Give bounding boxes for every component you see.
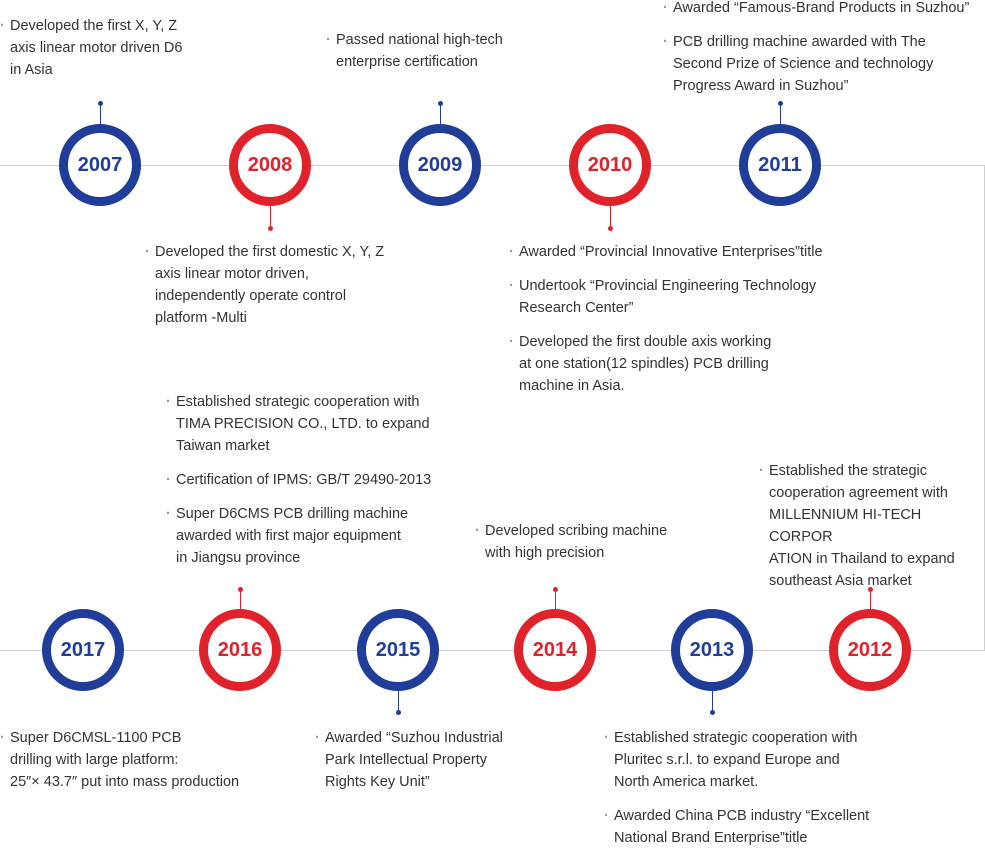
event-item: Awarded “Famous-Brand Products in Suzhou… (663, 0, 983, 19)
events-2008: Developed the first domestic X, Y, Z axi… (145, 241, 425, 341)
timeline-track-top (0, 165, 985, 166)
year-node-2017: 2017 (42, 609, 124, 691)
timeline-track-bottom (0, 650, 985, 651)
year-node-2013: 2013 (671, 609, 753, 691)
event-item: Passed national high-tech enterprise cer… (326, 29, 556, 73)
connector-2011 (780, 104, 781, 126)
connector-2008 (270, 206, 271, 228)
event-item: Developed scribing machine with high pre… (475, 520, 705, 564)
event-item: Super D6CMSL-1100 PCB drilling with larg… (0, 727, 290, 793)
connector-2014 (555, 590, 556, 612)
events-2015: Awarded “Suzhou Industrial Park Intellec… (315, 727, 545, 805)
connector-2007 (100, 104, 101, 126)
events-2009: Passed national high-tech enterprise cer… (326, 29, 556, 85)
connector-dot-2009 (438, 101, 443, 106)
year-node-2016: 2016 (199, 609, 281, 691)
connector-2010 (610, 206, 611, 228)
event-item: Undertook “Provincial Engineering Techno… (509, 275, 859, 319)
connector-dot-2015 (396, 710, 401, 715)
year-node-2012: 2012 (829, 609, 911, 691)
events-2011: Awarded “Famous-Brand Products in Suzhou… (663, 0, 983, 109)
event-item: Established strategic cooperation with T… (166, 391, 456, 457)
event-item: PCB drilling machine awarded with The Se… (663, 31, 983, 97)
event-item: Developed the first X, Y, Z axis linear … (0, 15, 220, 81)
year-node-2008: 2008 (229, 124, 311, 206)
events-2007: Developed the first X, Y, Z axis linear … (0, 15, 220, 93)
events-2012: Established the strategic cooperation ag… (759, 460, 984, 604)
event-item: Awarded China PCB industry “Excellent Na… (604, 805, 904, 849)
connector-dot-2013 (710, 710, 715, 715)
connector-dot-2008 (268, 226, 273, 231)
connector-2009 (440, 104, 441, 126)
event-item: Established the strategic cooperation ag… (759, 460, 984, 592)
connector-2012 (870, 590, 871, 612)
connector-2015 (398, 690, 399, 712)
event-item: Awarded “Provincial Innovative Enterpris… (509, 241, 859, 263)
event-item: Awarded “Suzhou Industrial Park Intellec… (315, 727, 545, 793)
year-node-2011: 2011 (739, 124, 821, 206)
event-item: Super D6CMS PCB drilling machine awarded… (166, 503, 456, 569)
event-item: Developed the first double axis working … (509, 331, 859, 397)
connector-dot-2014 (553, 587, 558, 592)
events-2010: Awarded “Provincial Innovative Enterpris… (509, 241, 859, 409)
year-node-2014: 2014 (514, 609, 596, 691)
event-item: Established strategic cooperation with P… (604, 727, 904, 793)
connector-dot-2016 (238, 587, 243, 592)
connector-dot-2010 (608, 226, 613, 231)
connector-dot-2007 (98, 101, 103, 106)
events-2013: Established strategic cooperation with P… (604, 727, 904, 861)
year-node-2009: 2009 (399, 124, 481, 206)
connector-2016 (240, 590, 241, 612)
year-node-2015: 2015 (357, 609, 439, 691)
event-item: Developed the first domestic X, Y, Z axi… (145, 241, 425, 329)
connector-2013 (712, 690, 713, 712)
connector-dot-2011 (778, 101, 783, 106)
events-2017: Super D6CMSL-1100 PCB drilling with larg… (0, 727, 290, 805)
year-node-2010: 2010 (569, 124, 651, 206)
events-2014: Developed scribing machine with high pre… (475, 520, 705, 576)
events-2016: Established strategic cooperation with T… (166, 391, 456, 581)
year-node-2007: 2007 (59, 124, 141, 206)
event-item: Certification of IPMS: GB/T 29490-2013 (166, 469, 456, 491)
